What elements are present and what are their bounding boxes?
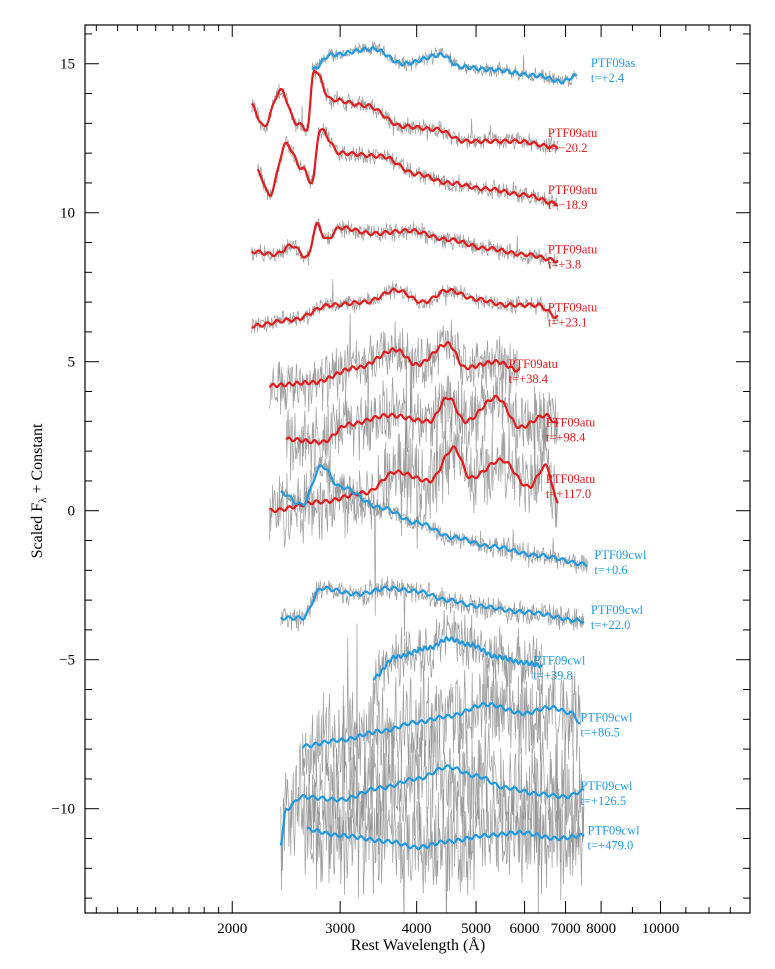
y-tick-label: 5: [68, 355, 76, 371]
spectrum-line-3: [250, 221, 559, 264]
series-name: PTF09atu: [548, 301, 598, 315]
series-epoch: t=+23.1: [548, 316, 587, 330]
series-epoch: t=+479.0: [588, 839, 634, 853]
noise-spectrum-11: [301, 638, 581, 862]
spectrum-line-12: [279, 764, 585, 846]
series-epoch: t=−20.2: [548, 141, 587, 155]
y-tick-label: 15: [60, 57, 75, 73]
y-tick-label: −5: [59, 653, 75, 669]
y-axis-title-tail: + Constant: [29, 423, 46, 497]
series-name: PTF09cwl: [580, 710, 633, 724]
series-label-10: PTF09cwl t=+39.8: [533, 654, 586, 683]
spectrum-line-1: [251, 69, 559, 150]
series-name: PTF09cwl: [580, 779, 633, 793]
spectrum-line-11: [301, 701, 581, 749]
series-epoch: t=+126.5: [580, 794, 626, 808]
spectrum-line-10: [372, 636, 543, 681]
series-epoch: t=+0.6: [594, 563, 627, 577]
y-tick-label: 10: [60, 206, 75, 222]
series-epoch: t=+98.4: [546, 430, 586, 444]
x-axis-title: Rest Wavelength (Å): [351, 936, 485, 954]
x-tick-label: 7000: [551, 921, 581, 937]
spectrum-line-9: [279, 585, 585, 624]
series-epoch: t=+117.0: [546, 487, 591, 501]
noise-layer: [251, 40, 588, 913]
series-label-1: PTF09atu t=−20.2: [548, 126, 598, 155]
series-label-6: PTF09atu t=+98.4: [546, 415, 596, 444]
y-axis-title-sub: λ: [37, 497, 49, 503]
series-label-7: PTF09atu t=+117.0: [546, 472, 596, 501]
noise-spectrum-12: [280, 623, 585, 891]
series-epoch: t=−18.9: [548, 198, 587, 212]
series-name: PTF09atu: [548, 242, 598, 256]
series-label-5: PTF09atu t=+38.4: [509, 357, 559, 386]
series-label-0: PTF09as t=+2.4: [591, 56, 636, 85]
series-name: PTF09atu: [546, 472, 596, 486]
spectrum-line-5: [268, 341, 521, 389]
x-tick-label: 6000: [510, 921, 540, 937]
noise-spectrum-13: [306, 731, 585, 913]
spectrum-line-0: [311, 46, 578, 85]
series-name: PTF09cwl: [594, 548, 647, 562]
noise-spectrum-5: [269, 313, 521, 423]
spectrum-line-8: [280, 464, 588, 568]
noise-spectrum-9: [280, 576, 585, 637]
x-tick-label: 8000: [586, 921, 616, 937]
series-label-12: PTF09cwl t=+126.5: [580, 779, 633, 808]
x-tick-label: 3000: [325, 921, 355, 937]
series-name: PTF09cwl: [591, 603, 644, 617]
series-label-9: PTF09cwl t=+22.0: [591, 603, 644, 632]
series-name: PTF09as: [591, 56, 636, 70]
series-epoch: t=+3.8: [548, 257, 581, 271]
y-tick-label: 0: [68, 504, 76, 520]
series-epoch: t=+39.8: [533, 669, 572, 683]
noise-spectrum-0: [311, 40, 578, 87]
series-label-4: PTF09atu t=+23.1: [548, 301, 598, 330]
series-name: PTF09atu: [548, 126, 598, 140]
series-name: PTF09atu: [548, 183, 598, 197]
series-name: PTF09atu: [546, 415, 596, 429]
spectrum-line-2: [256, 128, 558, 207]
axes-layer: 2000 3000 4000 5000 6000 7000 8000 10000 15 10 5 0 −…: [52, 24, 751, 937]
spectrum-line-6: [285, 394, 559, 445]
plot-frame: [84, 24, 751, 914]
series-label-3: PTF09atu t=+3.8: [548, 242, 598, 271]
series-epoch: t=+86.5: [580, 725, 619, 739]
series-name: PTF09cwl: [588, 824, 641, 838]
series-label-11: PTF09cwl t=+86.5: [580, 710, 633, 739]
series-epoch: t=+22.0: [591, 618, 630, 632]
x-tick-label: 10000: [642, 921, 680, 937]
series-label-8: PTF09cwl t=+0.6: [594, 548, 647, 577]
y-tick-label: −10: [52, 802, 75, 818]
spectrum-line-13: [306, 826, 585, 851]
noise-spectrum-4: [251, 279, 559, 334]
series-label-2: PTF09atu t=−18.9: [548, 183, 598, 212]
y-axis-title: Scaled Fλ + Constant: [29, 423, 49, 558]
y-axis-title-main: Scaled F: [29, 503, 46, 559]
series-label-13: PTF09cwl t=+479.0: [588, 824, 641, 853]
series-name: PTF09atu: [509, 357, 559, 371]
series-epoch: t=+38.4: [509, 372, 549, 386]
spectrum-line-7: [268, 445, 559, 514]
x-tick-label: 4000: [402, 921, 432, 937]
spectrum-line-4: [251, 287, 559, 329]
x-tick-label: 2000: [217, 921, 247, 937]
noise-spectrum-1: [251, 63, 559, 154]
smoothed-spectra-layer: [250, 46, 588, 851]
noise-spectrum-7: [269, 346, 559, 616]
series-name: PTF09cwl: [533, 654, 586, 668]
noise-spectrum-3: [251, 218, 559, 270]
series-epoch: t=+2.4: [591, 71, 625, 85]
x-tick-label: 5000: [461, 921, 491, 937]
